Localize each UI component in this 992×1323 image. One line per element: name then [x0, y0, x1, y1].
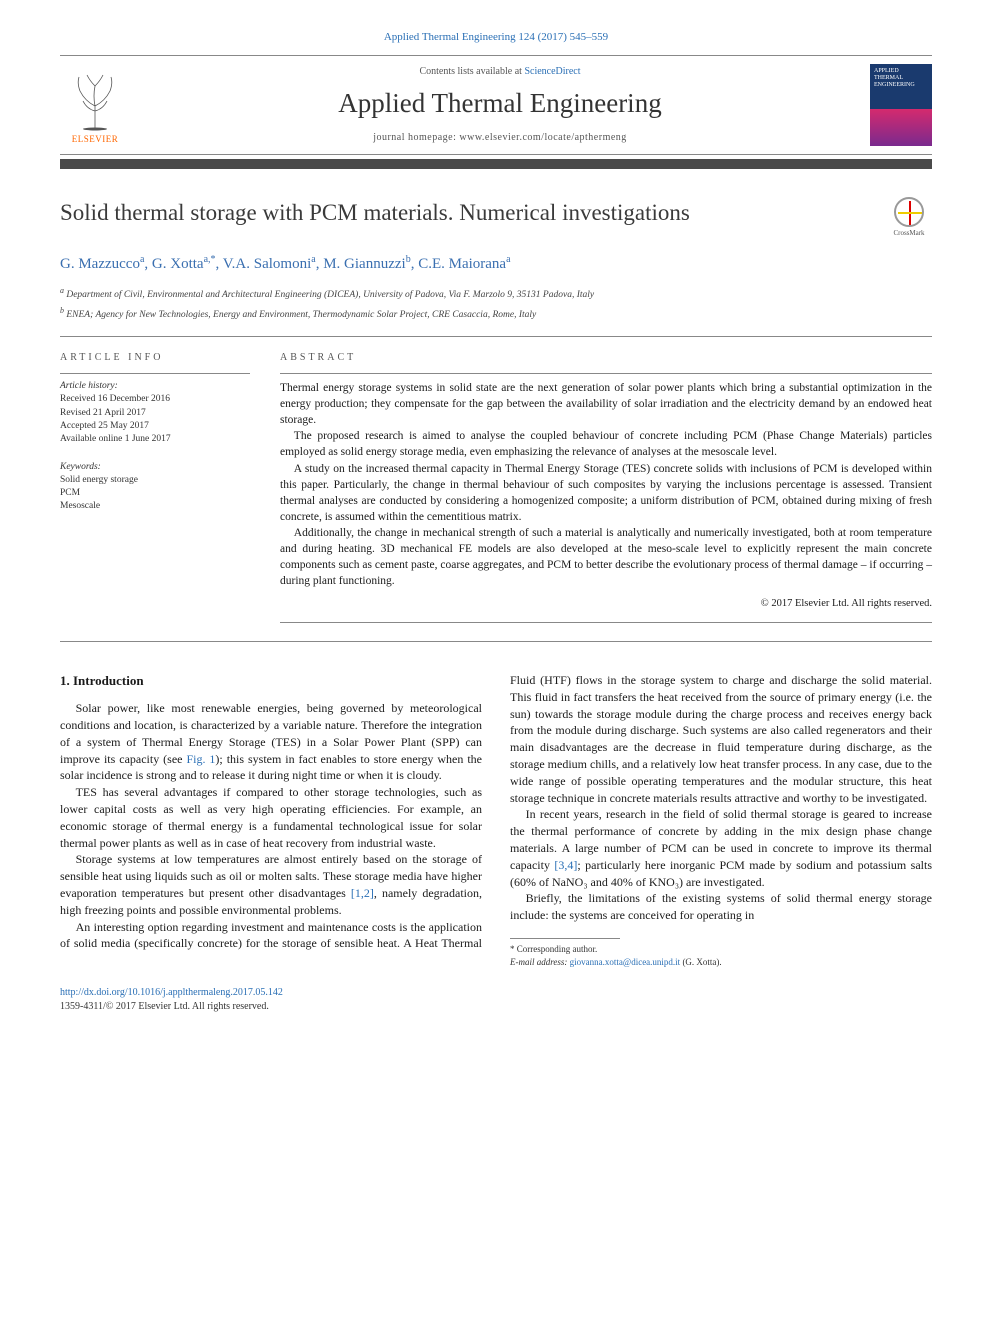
- tree-icon: [65, 71, 125, 131]
- abstract-copyright: © 2017 Elsevier Ltd. All rights reserved…: [280, 597, 932, 612]
- abstract-paragraph: Additionally, the change in mechanical s…: [280, 525, 932, 589]
- doi-link[interactable]: http://dx.doi.org/10.1016/j.applthermale…: [60, 987, 283, 998]
- body-paragraph: Storage systems at low temperatures are …: [60, 851, 482, 918]
- info-abstract-row: article info Article history: Received 1…: [60, 351, 932, 623]
- elsevier-logo: ELSEVIER: [60, 65, 130, 145]
- corresponding-email-link[interactable]: giovanna.xotta@dicea.unipd.it: [570, 957, 681, 967]
- issn-copyright: 1359-4311/© 2017 Elsevier Ltd. All right…: [60, 1001, 269, 1012]
- header-center: Contents lists available at ScienceDirec…: [130, 65, 870, 145]
- crossmark-label: CrossMark: [893, 229, 924, 239]
- homepage-line: journal homepage: www.elsevier.com/locat…: [130, 131, 870, 145]
- article-info-col: article info Article history: Received 1…: [60, 351, 250, 623]
- homepage-prefix: journal homepage:: [373, 132, 459, 143]
- footnote-separator: [510, 938, 620, 939]
- section-heading: 1. Introduction: [60, 672, 482, 690]
- history-line: Accepted 25 May 2017: [60, 420, 250, 433]
- title-row: Solid thermal storage with PCM materials…: [60, 197, 932, 239]
- article-footer: http://dx.doi.org/10.1016/j.applthermale…: [60, 986, 932, 1014]
- abstract-paragraph: A study on the increased thermal capacit…: [280, 461, 932, 525]
- keyword-lines: Solid energy storagePCMMesoscale: [60, 474, 250, 514]
- keyword: Solid energy storage: [60, 474, 250, 487]
- crossmark-icon: [894, 197, 924, 227]
- keyword: Mesoscale: [60, 500, 250, 513]
- article-title: Solid thermal storage with PCM materials…: [60, 197, 886, 229]
- crossmark-badge[interactable]: CrossMark: [886, 197, 932, 239]
- journal-reference: Applied Thermal Engineering 124 (2017) 5…: [60, 30, 932, 45]
- divider: [60, 336, 932, 337]
- divider: [280, 622, 932, 623]
- abstract-heading: abstract: [280, 351, 932, 365]
- divider: [60, 373, 250, 374]
- homepage-url[interactable]: www.elsevier.com/locate/apthermeng: [459, 132, 626, 143]
- cover-title: APPLIED THERMAL ENGINEERING: [874, 68, 928, 88]
- body-paragraph: Solar power, like most renewable energie…: [60, 700, 482, 784]
- contents-prefix: Contents lists available at: [419, 66, 524, 77]
- article-info-heading: article info: [60, 351, 250, 365]
- history-line: Available online 1 June 2017: [60, 433, 250, 446]
- divider: [60, 641, 932, 642]
- journal-header: ELSEVIER Contents lists available at Sci…: [60, 55, 932, 155]
- abstract-col: abstract Thermal energy storage systems …: [280, 351, 932, 623]
- body-paragraph: TES has several advantages if compared t…: [60, 784, 482, 851]
- contents-line: Contents lists available at ScienceDirec…: [130, 65, 870, 79]
- section-number: 1.: [60, 673, 70, 688]
- thick-divider: [60, 159, 932, 169]
- history-lines: Received 16 December 2016Revised 21 Apri…: [60, 393, 250, 446]
- affiliation: b ENEA; Agency for New Technologies, Ene…: [60, 305, 932, 322]
- journal-cover-thumbnail: APPLIED THERMAL ENGINEERING: [870, 64, 932, 146]
- affiliation: a Department of Civil, Environmental and…: [60, 285, 932, 302]
- divider: [280, 373, 932, 374]
- email-footnote: E-mail address: giovanna.xotta@dicea.uni…: [510, 956, 932, 969]
- history-label: Article history:: [60, 380, 250, 393]
- authors-line: G. Mazzuccoa, G. Xottaa,*, V.A. Salomoni…: [60, 253, 932, 275]
- section-title-text: Introduction: [73, 673, 144, 688]
- email-label: E-mail address:: [510, 957, 567, 967]
- publisher-label: ELSEVIER: [72, 133, 119, 146]
- abstract-body: Thermal energy storage systems in solid …: [280, 380, 932, 589]
- body-columns: 1. Introduction Solar power, like most r…: [60, 672, 932, 968]
- email-who: (G. Xotta).: [682, 957, 721, 967]
- body-paragraphs: Solar power, like most renewable energie…: [60, 672, 932, 968]
- history-line: Revised 21 April 2017: [60, 407, 250, 420]
- journal-name: Applied Thermal Engineering: [130, 85, 870, 123]
- keywords-label: Keywords:: [60, 461, 250, 474]
- keyword: PCM: [60, 487, 250, 500]
- abstract-paragraph: The proposed research is aimed to analys…: [280, 428, 932, 460]
- corresponding-footnote: * Corresponding author.: [510, 943, 932, 956]
- affiliations: a Department of Civil, Environmental and…: [60, 285, 932, 322]
- body-paragraph: In recent years, research in the field o…: [510, 806, 932, 890]
- body-paragraph: Briefly, the limitations of the existing…: [510, 890, 932, 924]
- sciencedirect-link[interactable]: ScienceDirect: [524, 66, 580, 77]
- history-line: Received 16 December 2016: [60, 393, 250, 406]
- abstract-paragraph: Thermal energy storage systems in solid …: [280, 380, 932, 428]
